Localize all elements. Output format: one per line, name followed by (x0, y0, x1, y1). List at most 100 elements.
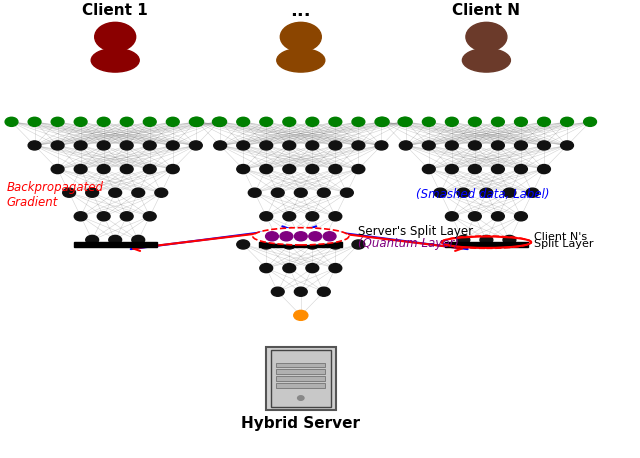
Circle shape (329, 141, 342, 150)
Circle shape (166, 164, 179, 174)
Circle shape (280, 232, 292, 241)
Text: Client 1: Client 1 (83, 3, 148, 18)
Circle shape (399, 141, 412, 150)
Circle shape (5, 117, 18, 126)
Bar (276, 370, 325, 374)
Circle shape (306, 117, 319, 126)
Circle shape (271, 287, 284, 296)
Circle shape (329, 212, 342, 221)
Circle shape (74, 117, 87, 126)
Circle shape (120, 212, 133, 221)
Circle shape (132, 188, 145, 197)
Circle shape (317, 287, 330, 296)
Circle shape (399, 117, 412, 126)
Circle shape (283, 117, 296, 126)
Circle shape (294, 232, 307, 241)
Circle shape (306, 240, 319, 249)
Text: Hybrid Server: Hybrid Server (241, 416, 360, 431)
Text: Client N's: Client N's (534, 232, 588, 242)
Circle shape (457, 188, 470, 197)
Circle shape (422, 141, 435, 150)
Circle shape (352, 164, 365, 174)
Circle shape (86, 188, 99, 197)
Circle shape (51, 141, 64, 150)
Circle shape (398, 117, 411, 126)
Bar (276, 363, 325, 367)
Circle shape (538, 141, 550, 150)
Circle shape (74, 212, 87, 221)
Circle shape (317, 235, 330, 245)
Circle shape (260, 141, 273, 150)
Circle shape (120, 117, 133, 126)
Circle shape (376, 117, 389, 126)
Circle shape (143, 164, 156, 174)
Circle shape (503, 188, 516, 197)
Circle shape (143, 117, 156, 126)
Circle shape (260, 212, 273, 221)
Circle shape (155, 188, 168, 197)
Circle shape (329, 240, 342, 249)
Circle shape (329, 164, 342, 174)
Circle shape (352, 240, 365, 249)
Text: Split Layer: Split Layer (534, 240, 594, 250)
Circle shape (95, 22, 136, 51)
Circle shape (294, 287, 307, 296)
Circle shape (212, 117, 225, 126)
Circle shape (74, 164, 87, 174)
Circle shape (352, 141, 365, 150)
Circle shape (445, 212, 458, 221)
Circle shape (28, 117, 41, 126)
Circle shape (260, 164, 273, 174)
Circle shape (492, 212, 504, 221)
Circle shape (109, 188, 122, 197)
Ellipse shape (253, 228, 349, 245)
Circle shape (422, 117, 435, 126)
Bar (74, 242, 157, 247)
Circle shape (260, 263, 273, 273)
Circle shape (280, 22, 321, 51)
Circle shape (109, 235, 122, 245)
Circle shape (97, 212, 110, 221)
Circle shape (266, 232, 278, 241)
Circle shape (445, 117, 458, 126)
Circle shape (561, 117, 573, 126)
Circle shape (189, 117, 202, 126)
Circle shape (63, 188, 76, 197)
Circle shape (237, 164, 250, 174)
Circle shape (561, 141, 573, 150)
Circle shape (329, 263, 342, 273)
Circle shape (434, 188, 447, 197)
Circle shape (51, 117, 64, 126)
Circle shape (480, 188, 493, 197)
Circle shape (97, 117, 110, 126)
Circle shape (237, 141, 250, 150)
Circle shape (294, 188, 307, 197)
Circle shape (492, 141, 504, 150)
Circle shape (283, 240, 296, 249)
Circle shape (298, 396, 304, 400)
Text: ...: ... (291, 1, 311, 20)
Circle shape (317, 188, 330, 197)
Circle shape (340, 188, 353, 197)
Circle shape (51, 164, 64, 174)
Circle shape (515, 141, 527, 150)
Circle shape (323, 232, 336, 241)
Circle shape (306, 263, 319, 273)
Circle shape (306, 212, 319, 221)
Circle shape (584, 117, 596, 126)
Circle shape (515, 117, 527, 126)
Text: Backpropagated
Gradient: Backpropagated Gradient (6, 180, 104, 208)
Circle shape (468, 117, 481, 126)
Circle shape (492, 164, 504, 174)
Text: (Smashed data, Label): (Smashed data, Label) (416, 188, 550, 201)
Circle shape (248, 188, 261, 197)
Text: Client N: Client N (452, 3, 520, 18)
Circle shape (294, 311, 308, 320)
Ellipse shape (91, 49, 140, 72)
Circle shape (191, 117, 204, 126)
Text: Server's Split Layer: Server's Split Layer (358, 225, 474, 238)
Bar (276, 383, 325, 387)
Circle shape (329, 117, 342, 126)
FancyBboxPatch shape (266, 347, 336, 410)
Circle shape (526, 188, 539, 197)
